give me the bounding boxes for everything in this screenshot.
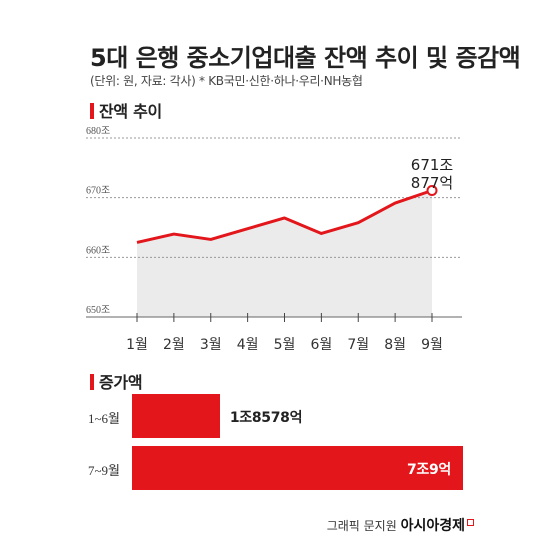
increase-section-title: 증가액 bbox=[90, 369, 143, 393]
annotation-line2: 877억 bbox=[411, 174, 453, 192]
increase-bar bbox=[132, 394, 220, 438]
annotation-line1: 671조 bbox=[411, 156, 454, 174]
balance-section-label: 잔액 추이 bbox=[99, 102, 162, 121]
area-fill bbox=[137, 190, 432, 317]
chart-title: 5대 은행 중소기업대출 잔액 추이 및 증감액 bbox=[90, 44, 521, 72]
credit: 그래픽 문지원 아시아경제 bbox=[327, 515, 474, 535]
y-tick-label: 670조 bbox=[86, 186, 110, 197]
y-tick-label: 650조 bbox=[86, 305, 110, 316]
x-tick-label: 6월 bbox=[310, 337, 332, 353]
chart-subtitle: (단위: 원, 자료: 각사) * KB국민·신한·하나·우리·NH농협 bbox=[90, 74, 363, 88]
bar-value-label: 1조8578억 bbox=[229, 410, 303, 426]
x-tick-label: 1월 bbox=[126, 337, 148, 353]
balance-line-chart: 680조 670조 660조 650조 1월 2월 3월 4월 5월 6월 7월 8월 9월 671조87… bbox=[86, 126, 462, 353]
section-marker bbox=[90, 374, 94, 390]
y-tick-label: 680조 bbox=[86, 126, 110, 137]
bar-category-label: 1~6월 bbox=[88, 411, 120, 426]
x-tick-label: 7월 bbox=[347, 337, 369, 353]
section-marker bbox=[90, 103, 94, 119]
increase-section-label: 증가액 bbox=[99, 373, 143, 392]
bar-value-label: 7조9억 bbox=[406, 462, 451, 478]
x-tick-label: 8월 bbox=[384, 337, 406, 353]
brand-logo-icon bbox=[467, 519, 474, 526]
bar-category-label: 7~9월 bbox=[88, 463, 120, 478]
credit-author: 그래픽 문지원 bbox=[326, 519, 397, 533]
x-tick-label: 9월 bbox=[421, 337, 443, 353]
x-tick-label: 3월 bbox=[200, 337, 222, 353]
balance-series-line bbox=[136, 189, 433, 244]
balance-section-title: 잔액 추이 bbox=[90, 98, 162, 122]
credit-brand: 아시아경제 bbox=[400, 518, 465, 534]
y-tick-label: 660조 bbox=[86, 245, 110, 256]
x-tick-label: 2월 bbox=[163, 337, 185, 353]
increase-bar bbox=[132, 446, 463, 490]
data-point bbox=[426, 185, 438, 197]
x-tick-label: 5월 bbox=[274, 337, 296, 353]
x-tick-label: 4월 bbox=[237, 337, 259, 353]
